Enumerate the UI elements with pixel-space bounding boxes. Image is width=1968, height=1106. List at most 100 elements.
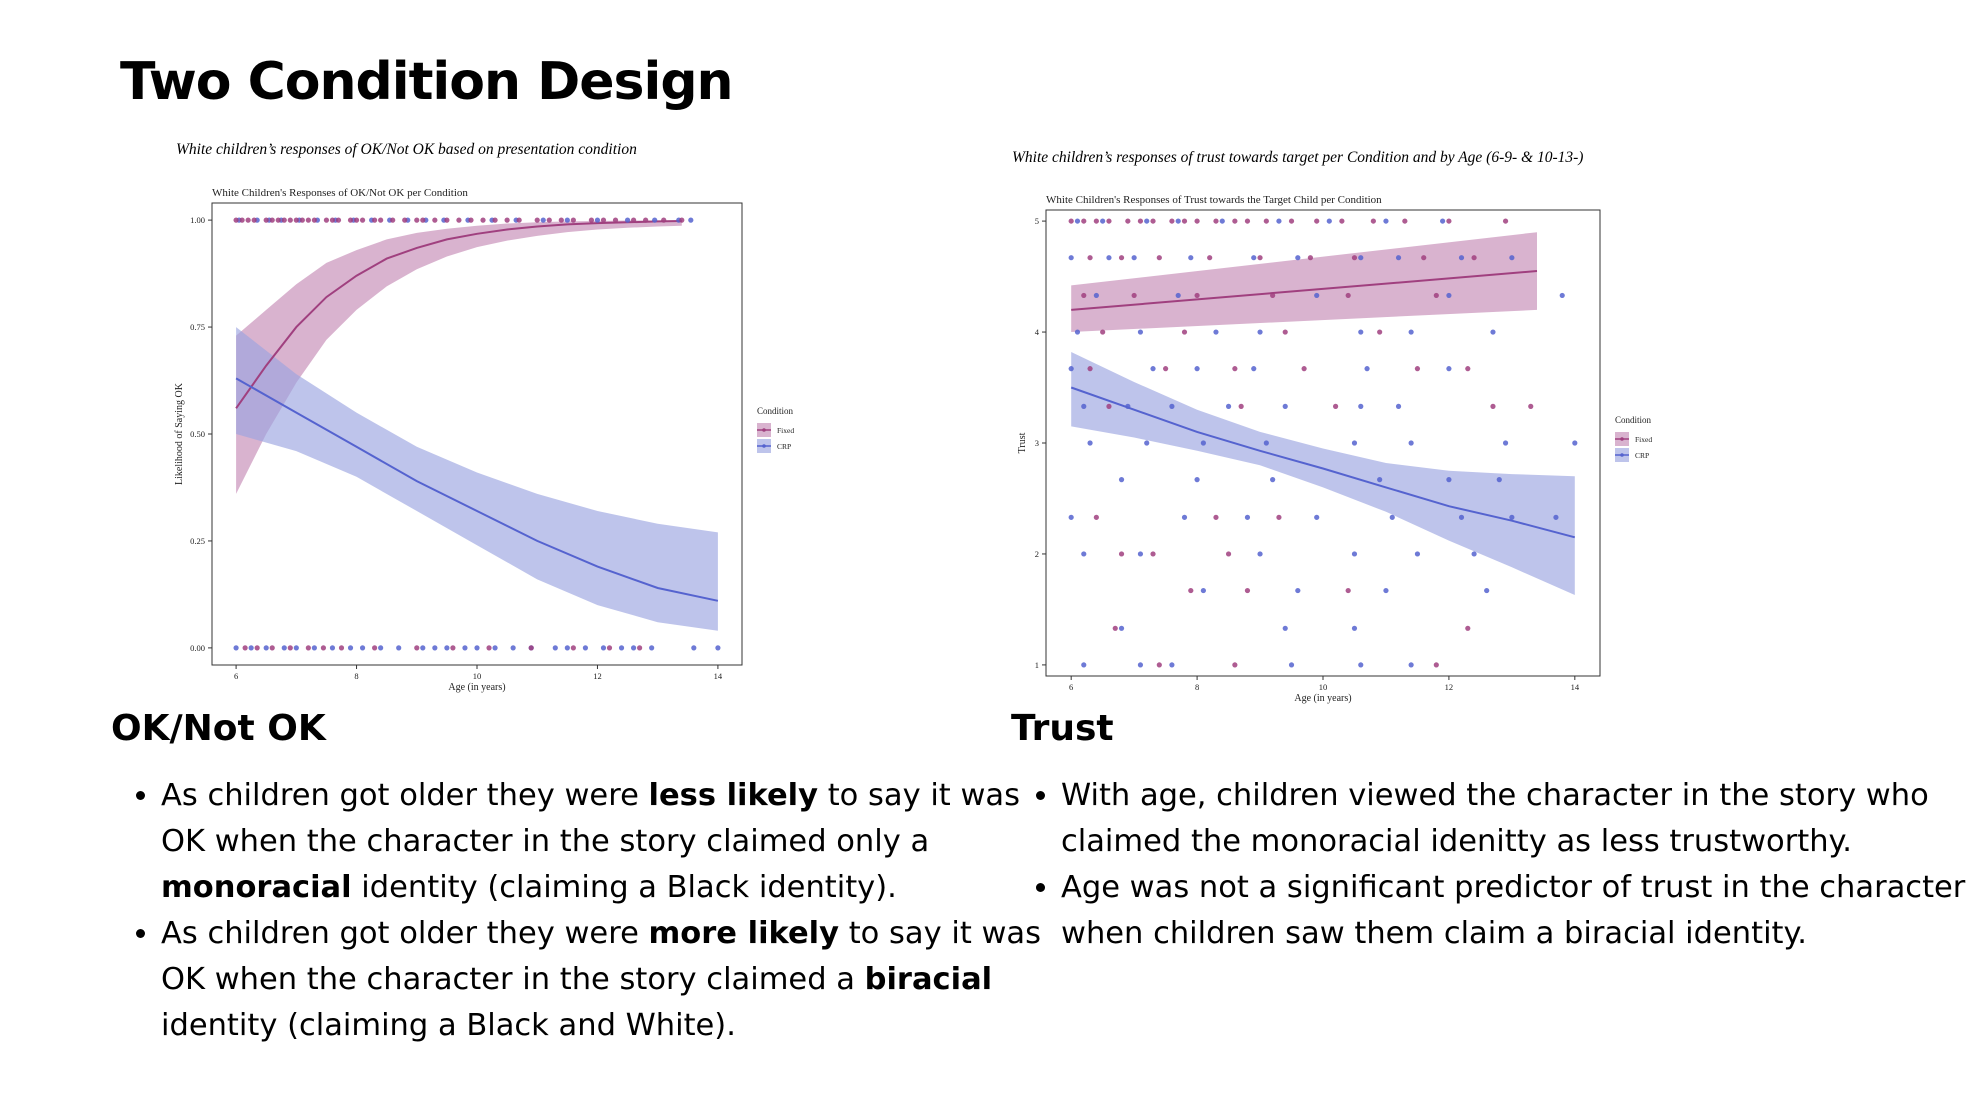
data-point <box>570 217 576 223</box>
fit-line-fixed <box>235 220 682 409</box>
data-point <box>1251 366 1257 372</box>
data-point <box>1377 477 1383 483</box>
data-point <box>1137 329 1144 335</box>
data-point <box>1364 366 1370 372</box>
data-point <box>305 645 311 651</box>
data-point <box>1213 329 1219 335</box>
data-point <box>1074 329 1081 335</box>
data-point <box>1490 403 1496 409</box>
data-point <box>564 217 570 223</box>
data-point <box>1276 514 1282 520</box>
data-point <box>528 645 534 651</box>
confidence-band-crp <box>236 327 718 631</box>
data-point <box>1471 255 1477 261</box>
data-point <box>1358 255 1364 261</box>
data-point <box>1213 514 1219 520</box>
trust-bullet-1: With age, children viewed the character … <box>1061 773 1968 865</box>
data-point <box>1144 218 1150 224</box>
ok-section-heading: OK/Not OK <box>111 708 326 749</box>
y-tick-label: 3 <box>1035 438 1039 448</box>
data-point <box>347 645 354 651</box>
y-tick-label: 1 <box>1035 660 1039 670</box>
data-point <box>1282 329 1288 335</box>
data-point <box>305 217 311 223</box>
data-point <box>1263 218 1269 224</box>
data-point <box>239 217 245 223</box>
data-point <box>335 217 342 223</box>
data-point <box>251 217 257 223</box>
ok-chart: White Children's Responses of OK/Not OK … <box>174 187 794 693</box>
data-point <box>474 645 480 651</box>
data-point <box>1395 255 1402 261</box>
data-point <box>1257 329 1263 335</box>
x-tick-label: 8 <box>354 671 358 681</box>
data-point <box>1194 292 1200 299</box>
data-point <box>287 645 293 651</box>
data-point <box>637 645 643 651</box>
trust-bullet-list: With age, children viewed the character … <box>1011 773 1968 957</box>
data-point <box>432 645 438 651</box>
data-point <box>1200 587 1206 594</box>
data-point <box>1081 218 1087 224</box>
data-point <box>1446 477 1452 483</box>
data-point <box>1295 587 1301 594</box>
data-point <box>1194 366 1200 372</box>
data-point <box>1263 440 1269 446</box>
data-point <box>1484 587 1490 594</box>
data-point <box>1496 477 1502 483</box>
data-point <box>1458 255 1465 261</box>
data-point <box>492 217 498 223</box>
data-point <box>1112 625 1118 631</box>
data-point <box>1345 587 1351 594</box>
data-point <box>540 217 546 223</box>
data-point <box>570 645 576 651</box>
data-point <box>630 645 637 651</box>
data-point <box>281 645 287 651</box>
data-point <box>1225 551 1232 557</box>
y-tick-label: 0.00 <box>190 643 205 653</box>
data-point <box>1068 514 1074 520</box>
data-point <box>1232 366 1238 372</box>
data-point <box>1244 218 1251 224</box>
data-point <box>1276 218 1282 224</box>
data-point <box>1118 551 1125 557</box>
x-axis-label: Age (in years) <box>1294 693 1351 704</box>
data-point <box>1188 255 1194 261</box>
confidence-band-fixed <box>236 220 682 494</box>
data-point <box>263 217 269 223</box>
data-point <box>1232 662 1238 668</box>
data-point <box>456 217 462 223</box>
data-point <box>1358 403 1364 409</box>
data-point <box>1169 218 1175 224</box>
data-point <box>1169 403 1175 409</box>
data-point <box>1288 662 1295 668</box>
data-point <box>661 217 667 223</box>
data-point <box>1181 329 1188 335</box>
data-point <box>372 645 378 651</box>
data-point <box>564 645 570 651</box>
y-axis-label: Likelihood of Saying OK <box>174 382 185 485</box>
data-point <box>1282 625 1288 631</box>
data-point <box>1270 477 1276 483</box>
data-point <box>420 645 426 651</box>
x-tick-label: 6 <box>1069 682 1073 692</box>
data-point <box>1314 218 1320 224</box>
data-point <box>1314 514 1320 520</box>
data-point <box>1169 662 1175 668</box>
data-point <box>1421 255 1427 261</box>
data-point <box>1295 255 1301 261</box>
data-point <box>1087 440 1093 446</box>
data-point <box>1351 551 1358 557</box>
data-point <box>1093 218 1099 224</box>
data-point <box>396 645 402 651</box>
data-point <box>462 645 468 651</box>
data-point <box>1093 514 1099 520</box>
x-axis-label: Age (in years) <box>448 682 505 693</box>
data-point <box>1257 255 1263 261</box>
data-point <box>311 217 317 223</box>
ok-bullet-1: As children got older they were less lik… <box>161 773 1061 911</box>
data-point <box>1251 255 1257 261</box>
data-point <box>1225 403 1232 409</box>
data-point <box>353 217 360 223</box>
data-point <box>245 217 251 223</box>
